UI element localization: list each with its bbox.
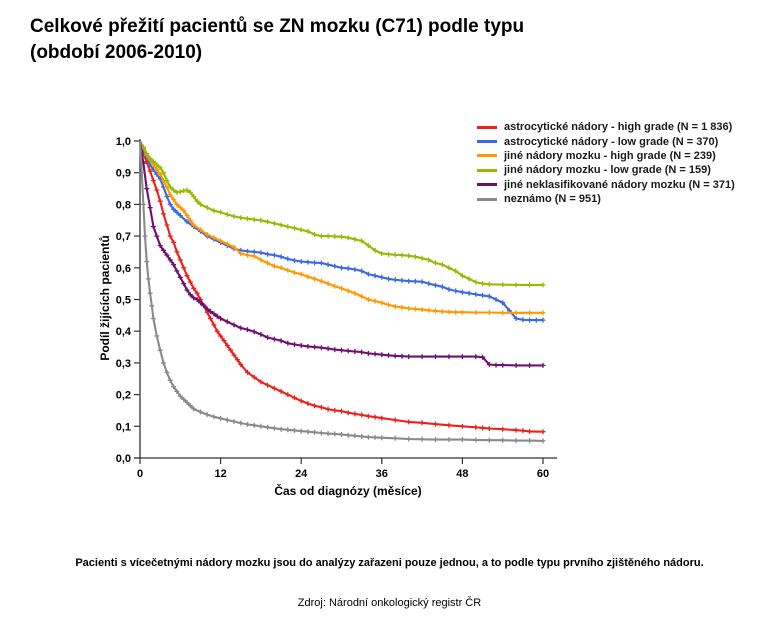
x-tick-label: 60 (537, 468, 549, 480)
y-tick-label: 0,7 (116, 231, 131, 243)
y-axis-title: Podíl žijících pacientů (98, 235, 112, 360)
y-tick-label: 0,2 (116, 390, 131, 402)
x-tick-label: 48 (456, 468, 468, 480)
series-censor-marks-unknown (139, 170, 546, 444)
legend-label-other-high: jiné nádory mozku - high grade (N = 239) (504, 149, 716, 162)
page-title: Celkové přežití pacientů se ZN mozku (C7… (30, 14, 730, 65)
y-tick-label: 0,3 (116, 358, 131, 370)
legend-swatch-other-high (477, 154, 497, 158)
chart-legend: astrocytické nádory - high grade (N = 1 … (477, 120, 735, 206)
legend-label-unknown: neznámo (N = 951) (504, 193, 601, 206)
legend-item-other-low: jiné nádory mozku - low grade (N = 159) (477, 163, 735, 177)
x-tick-label: 36 (376, 468, 388, 480)
legend-item-unknown: neznámo (N = 951) (477, 192, 735, 206)
page-title-line2: (období 2006-2010) (30, 41, 203, 63)
legend-swatch-unclassified (477, 183, 497, 187)
legend-label-other-low: jiné nádory mozku - low grade (N = 159) (504, 164, 711, 177)
page-title-line1: Celkové přežití pacientů se ZN mozku (C7… (30, 16, 525, 37)
y-tick-label: 0,0 (116, 453, 131, 465)
y-tick-label: 0,5 (116, 295, 131, 307)
footnote: Pacienti s vícečetnými nádory mozku jsou… (75, 557, 704, 569)
x-tick-label: 24 (295, 468, 308, 480)
x-tick-label: 0 (137, 468, 143, 480)
series-censor-marks-astro-high (140, 151, 546, 435)
series-censor-marks-other-low (140, 144, 546, 288)
y-tick-label: 0,1 (116, 421, 131, 433)
legend-label-astro-low: astrocytické nádory - low grade (N = 370… (504, 135, 719, 148)
y-tick-label: 0,4 (116, 326, 132, 338)
legend-swatch-other-low (477, 168, 497, 172)
legend-label-unclassified: jiné neklasifikované nádory mozku (N = 3… (504, 178, 735, 191)
x-axis-title: Čas od diagnózy (měsíce) (274, 483, 421, 498)
legend-item-other-high: jiné nádory mozku - high grade (N = 239) (477, 149, 735, 163)
source-note: Zdroj: Národní onkologický registr ČR (297, 597, 482, 609)
y-tick-label: 0,6 (116, 263, 131, 275)
legend-swatch-unknown (477, 197, 497, 201)
legend-item-unclassified: jiné neklasifikované nádory mozku (N = 3… (477, 178, 735, 192)
legend-label-astro-high: astrocytické nádory - high grade (N = 1 … (504, 121, 733, 134)
y-tick-label: 0,9 (116, 168, 131, 180)
legend-swatch-astro-high (477, 125, 497, 129)
legend-item-astro-low: astrocytické nádory - low grade (N = 370… (477, 134, 735, 148)
legend-swatch-astro-low (477, 140, 497, 144)
legend-item-astro-high: astrocytické nádory - high grade (N = 1 … (477, 120, 735, 134)
y-tick-label: 0,8 (116, 199, 131, 211)
series-censor-marks-unclassified (140, 160, 546, 368)
y-tick-label: 1,0 (116, 136, 131, 148)
x-tick-label: 12 (214, 468, 226, 480)
